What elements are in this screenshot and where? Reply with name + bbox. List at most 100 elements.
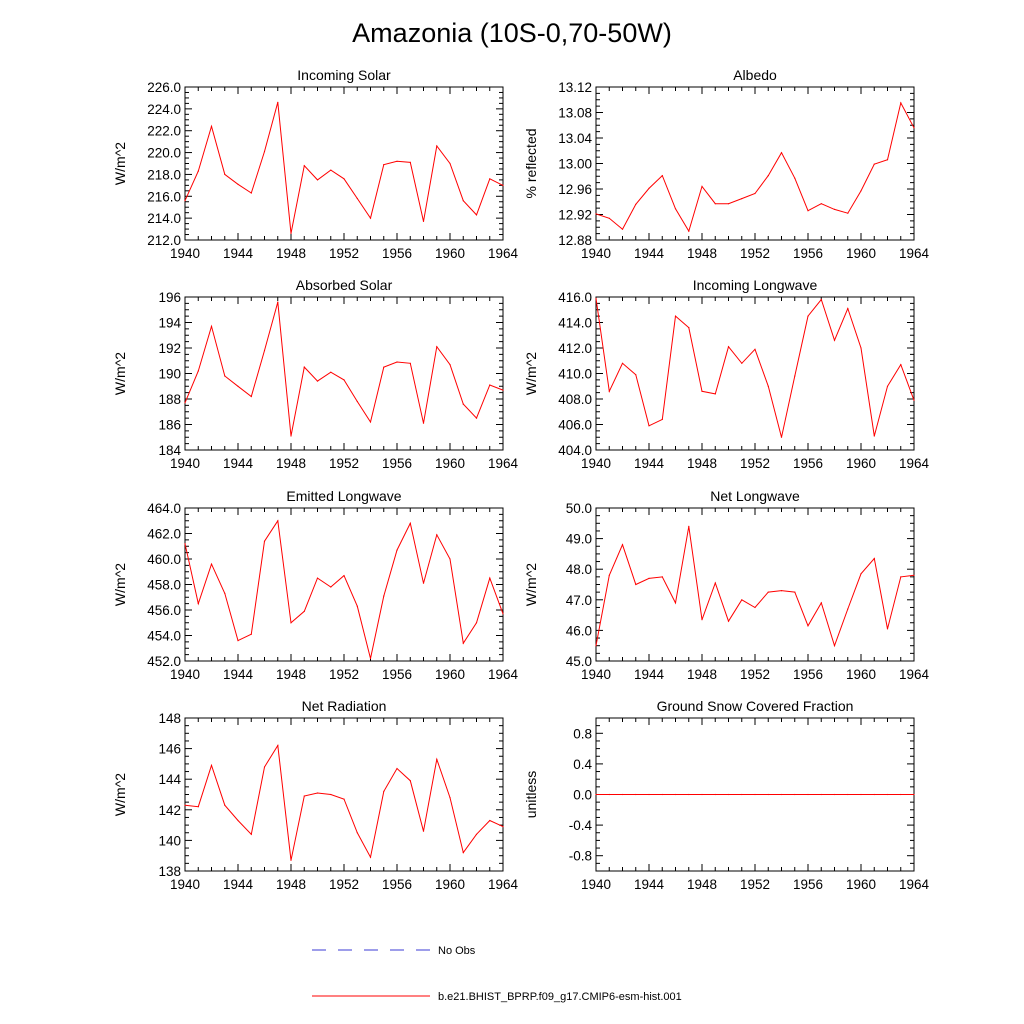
chart-ground-snow-covered-fraction-point-1952 [754, 793, 756, 796]
chart-incoming-solar-xtick-label: 1948 [276, 246, 306, 261]
chart-ground-snow-covered-fraction-point-1947 [688, 793, 690, 796]
chart-incoming-solar-ytick-label: 216.0 [147, 189, 181, 204]
chart-net-radiation-xtick-label: 1940 [170, 877, 200, 892]
chart-incoming-longwave-point-1940 [595, 297, 597, 299]
chart-emitted-longwave-xtick-label: 1952 [329, 667, 359, 682]
chart-incoming-longwave-xtick-label: 1952 [740, 456, 770, 471]
chart-incoming-solar-point-1964 [502, 184, 504, 186]
chart-net-radiation-point-1944 [237, 819, 239, 822]
chart-emitted-longwave-xtick-label: 1940 [170, 667, 200, 682]
chart-absorbed-solar-point-1956 [396, 361, 398, 363]
chart-incoming-longwave-xtick-label: 1960 [846, 456, 876, 471]
chart-absorbed-solar-xtick-label: 1956 [382, 456, 412, 471]
chart-incoming-solar-title: Incoming Solar [297, 67, 391, 83]
chart-incoming-longwave-point-1963 [900, 364, 902, 366]
chart-albedo-ytick-label: 13.00 [558, 157, 592, 172]
chart-net-radiation-point-1956 [396, 767, 398, 770]
chart-incoming-longwave-point-1942 [621, 362, 624, 364]
chart-net-longwave-ytick-label: 50.0 [566, 501, 592, 516]
chart-incoming-solar-point-1959 [436, 145, 438, 147]
chart-absorbed-solar-xtick-label: 1940 [170, 456, 200, 471]
chart-net-radiation-point-1958 [422, 830, 425, 832]
chart-net-radiation-point-1957 [409, 780, 411, 782]
chart-absorbed-solar-ytick-label: 186 [158, 418, 181, 433]
chart-absorbed-solar-point-1961 [462, 403, 464, 405]
chart-incoming-longwave-ytick-label: 406.0 [558, 418, 592, 433]
chart-net-radiation-point-1960 [449, 797, 451, 799]
chart-albedo-point-1960 [860, 190, 862, 192]
chart-incoming-longwave-ytick-label: 408.0 [558, 392, 592, 407]
chart-incoming-longwave-point-1946 [674, 315, 677, 317]
chart-emitted-longwave-point-1960 [449, 558, 451, 560]
chart-incoming-longwave-point-1956 [807, 315, 809, 317]
chart-net-longwave-xtick-label: 1964 [899, 667, 930, 682]
panels: Incoming Solar W/m^2 1940 1944 1948 1952 1956 1… [112, 67, 930, 892]
chart-ground-snow-covered-fraction-ytick-label: -0.4 [569, 818, 593, 833]
chart-ground-snow-covered-fraction-ytick-label: 0.8 [573, 726, 592, 741]
chart-albedo-point-1962 [886, 159, 889, 161]
chart-albedo-point-1957 [820, 203, 822, 205]
chart-net-longwave-point-1943 [635, 583, 637, 586]
chart-albedo-xtick-label: 1952 [740, 246, 770, 261]
chart-albedo-point-1955 [794, 177, 796, 179]
chart-ground-snow-covered-fraction-xtick-label: 1960 [846, 877, 876, 892]
legend: No Obs b.e21.BHIST_BPRP.f09_g17.CMIP6-es… [312, 945, 682, 1003]
chart-incoming-longwave-point-1943 [635, 374, 637, 376]
chart-albedo-point-1946 [674, 208, 677, 210]
chart-albedo-ytick-label: 13.04 [558, 131, 592, 146]
chart-net-longwave-point-1963 [900, 576, 902, 578]
chart-net-longwave-point-1956 [807, 625, 809, 627]
chart-albedo-xtick-label: 1960 [846, 246, 876, 261]
chart-emitted-longwave-xtick-label: 1948 [276, 667, 306, 682]
chart-ground-snow-covered-fraction-point-1953 [767, 793, 769, 796]
chart-emitted-longwave-point-1953 [356, 605, 358, 607]
chart-emitted-longwave-point-1954 [369, 657, 372, 660]
chart-incoming-longwave-ytick-label: 416.0 [558, 290, 592, 305]
chart-incoming-solar-ytick-label: 226.0 [147, 80, 181, 95]
chart-net-longwave-point-1957 [820, 602, 822, 604]
chart-net-radiation-point-1959 [436, 758, 438, 760]
chart-emitted-longwave-ylabel: W/m^2 [112, 563, 128, 606]
chart-emitted-longwave-point-1947 [277, 520, 279, 522]
chart-incoming-longwave-point-1951 [741, 362, 743, 364]
chart-net-longwave-point-1955 [794, 591, 796, 593]
chart-incoming-solar-point-1952 [343, 178, 345, 180]
chart-net-longwave-point-1951 [741, 599, 743, 601]
chart-albedo-point-1953 [767, 175, 769, 177]
chart-net-longwave-point-1945 [661, 576, 663, 578]
chart-absorbed-solar-ytick-label: 184 [158, 443, 181, 458]
chart-incoming-longwave-xtick-label: 1956 [793, 456, 823, 471]
chart-net-radiation-xtick-label: 1952 [329, 877, 359, 892]
chart-incoming-longwave-xtick-label: 1948 [687, 456, 717, 471]
chart-albedo-point-1964 [913, 127, 915, 129]
chart-emitted-longwave-xtick-label: 1944 [223, 667, 254, 682]
chart-incoming-solar-point-1950 [316, 179, 319, 181]
chart-emitted-longwave-xtick-label: 1964 [488, 667, 519, 682]
chart-net-radiation-xtick-label: 1948 [276, 877, 306, 892]
chart-emitted-longwave-point-1957 [409, 522, 411, 524]
chart-net-longwave-xtick-label: 1956 [793, 667, 823, 682]
chart-net-radiation-point-1947 [277, 744, 279, 747]
chart-net-longwave-point-1948 [701, 619, 703, 621]
chart-net-longwave-series-line [595, 526, 915, 648]
chart-ground-snow-covered-fraction-point-1951 [741, 793, 743, 796]
chart-net-radiation-ylabel: W/m^2 [112, 773, 128, 816]
chart-absorbed-solar: Absorbed Solar W/m^2 1940 1944 1948 1952 1956 1… [112, 277, 519, 471]
chart-net-longwave-xtick-label: 1948 [687, 667, 717, 682]
chart-incoming-longwave-point-1959 [847, 307, 849, 310]
chart-albedo-point-1947 [688, 230, 690, 232]
chart-absorbed-solar-xtick-label: 1960 [435, 456, 465, 471]
chart-incoming-solar-ytick-label: 212.0 [147, 233, 181, 248]
chart-albedo-xtick-label: 1944 [634, 246, 665, 261]
chart-net-longwave-point-1944 [648, 577, 650, 580]
chart-net-longwave-frame [595, 507, 915, 662]
chart-emitted-longwave-point-1944 [237, 640, 239, 642]
chart-absorbed-solar-title: Absorbed Solar [296, 277, 393, 293]
chart-emitted-longwave-ytick-label: 458.0 [147, 578, 181, 593]
chart-net-longwave-ytick-label: 46.0 [566, 623, 592, 638]
chart-ground-snow-covered-fraction-point-1964 [913, 793, 915, 796]
chart-emitted-longwave-title: Emitted Longwave [286, 488, 401, 504]
chart-incoming-solar-ytick-label: 224.0 [147, 102, 181, 117]
chart-albedo: Albedo % reflected 1940 1944 1948 1952 1956 196… [523, 67, 930, 261]
